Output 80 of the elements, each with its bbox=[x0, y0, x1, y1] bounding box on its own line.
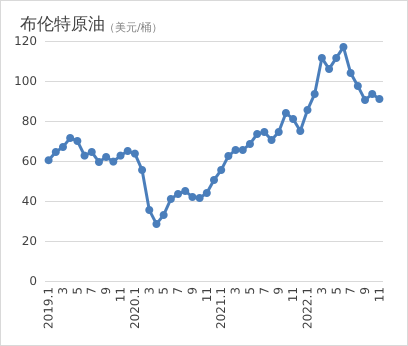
point bbox=[188, 193, 196, 201]
point bbox=[94, 158, 103, 166]
x-tick-label: 5 bbox=[70, 287, 84, 295]
point bbox=[210, 176, 218, 184]
point bbox=[304, 106, 312, 114]
point bbox=[109, 158, 118, 166]
x-tick-label: 9 bbox=[272, 287, 286, 295]
y-tick-label: 100 bbox=[14, 74, 37, 88]
x-tick-label: 11 bbox=[372, 287, 386, 302]
point bbox=[52, 148, 60, 156]
point bbox=[310, 90, 319, 98]
point bbox=[88, 148, 96, 156]
y-tick-label: 40 bbox=[22, 194, 37, 208]
point bbox=[260, 128, 268, 136]
x-tick-label: 7 bbox=[171, 287, 186, 295]
x-tick-label: 5 bbox=[156, 287, 171, 295]
chart-subtitle: （美元/桶） bbox=[104, 21, 163, 34]
x-tick-label: 7 bbox=[257, 287, 272, 295]
x-tick-label: 11 bbox=[114, 287, 128, 302]
x-tick-label: 7 bbox=[344, 287, 358, 295]
point bbox=[124, 147, 132, 155]
point bbox=[80, 152, 89, 160]
y-tick-label: 0 bbox=[29, 274, 37, 288]
x-tick-label: 7 bbox=[84, 287, 99, 295]
point bbox=[318, 54, 326, 62]
point bbox=[73, 137, 82, 145]
point bbox=[217, 166, 226, 174]
x-tick-label: 3 bbox=[142, 287, 156, 295]
point bbox=[174, 190, 182, 198]
point bbox=[268, 136, 276, 144]
point bbox=[232, 146, 240, 154]
x-tick-label: 2020.1 bbox=[128, 287, 142, 329]
point bbox=[66, 134, 74, 142]
point bbox=[102, 153, 110, 161]
point bbox=[166, 195, 175, 203]
point bbox=[368, 90, 376, 98]
x-tick-label: 5 bbox=[242, 287, 257, 295]
point bbox=[238, 146, 247, 154]
point bbox=[44, 156, 53, 164]
y-tick-label: 20 bbox=[22, 234, 37, 248]
x-tick-label: 2019.1 bbox=[42, 287, 56, 329]
point bbox=[339, 43, 348, 51]
x-tick-label: 11 bbox=[286, 287, 300, 302]
y-tick-label: 120 bbox=[14, 34, 37, 48]
point bbox=[246, 140, 254, 148]
point bbox=[325, 65, 334, 73]
point bbox=[152, 220, 160, 228]
point bbox=[202, 189, 211, 197]
point bbox=[224, 152, 232, 160]
point bbox=[332, 54, 340, 62]
point bbox=[346, 69, 355, 77]
point bbox=[130, 150, 139, 158]
x-tick-label: 11 bbox=[200, 287, 214, 302]
chart-title: 布伦特原油 bbox=[20, 14, 105, 34]
point bbox=[196, 194, 204, 202]
x-tick-label: 2021.1 bbox=[214, 287, 228, 329]
point bbox=[375, 95, 384, 103]
point bbox=[361, 96, 370, 104]
point bbox=[253, 130, 262, 138]
point bbox=[181, 187, 190, 195]
x-tick-label: 5 bbox=[329, 287, 344, 295]
y-tick-label: 80 bbox=[22, 114, 37, 128]
x-tick-label: 3 bbox=[56, 287, 70, 295]
x-tick-label: 9 bbox=[99, 287, 114, 295]
point bbox=[116, 152, 125, 160]
point bbox=[289, 115, 298, 123]
x-tick-label: 2022.1 bbox=[300, 287, 314, 329]
point bbox=[296, 127, 304, 135]
point bbox=[138, 166, 146, 174]
y-tick-label: 60 bbox=[22, 154, 37, 168]
point bbox=[274, 128, 283, 136]
point bbox=[354, 82, 362, 90]
point bbox=[160, 211, 168, 219]
x-tick-label: 9 bbox=[358, 287, 372, 295]
point bbox=[282, 109, 290, 117]
point bbox=[58, 143, 67, 151]
point bbox=[145, 206, 154, 214]
x-tick-label: 3 bbox=[228, 287, 243, 295]
x-tick-label: 9 bbox=[185, 287, 200, 295]
x-tick-label: 3 bbox=[314, 287, 329, 295]
